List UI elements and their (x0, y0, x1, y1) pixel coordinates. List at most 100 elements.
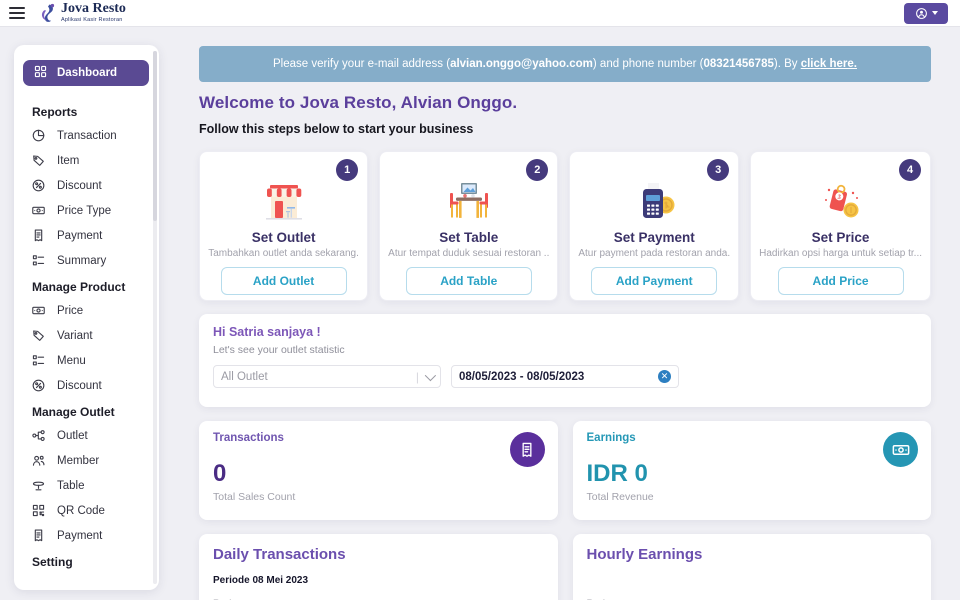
transactions-label: Transactions (213, 432, 284, 444)
table-icon (31, 478, 46, 493)
percent-icon (31, 378, 46, 393)
step-title: Set Outlet (251, 230, 316, 245)
sidebar-item-variant[interactable]: Variant (14, 323, 159, 348)
sidebar-item-qr-code[interactable]: QR Code (14, 498, 159, 523)
banner-text: Please verify your e-mail address ( (273, 58, 451, 70)
sidebar-item-payment[interactable]: Payment (14, 223, 159, 248)
sidebar-item-label: Variant (57, 329, 93, 342)
daily-transactions-card: Daily Transactions Periode 08 Mei 2023 R… (199, 534, 558, 600)
statistic-subtitle: Let's see your outlet statistic (213, 344, 345, 356)
sidebar-item-discount[interactable]: Discount (14, 173, 159, 198)
transactions-value: 0 (213, 460, 227, 487)
earnings-card: Earnings IDR 0 Total Revenue (572, 421, 931, 520)
transactions-caption: Total Sales Count (213, 491, 296, 503)
tag-icon (31, 328, 46, 343)
percent-icon (31, 178, 46, 193)
banknote-icon (31, 203, 46, 218)
statistic-greeting: Hi Satria sanjaya ! (213, 325, 321, 339)
user-circle-icon (915, 7, 927, 19)
step-number-badge: 1 (336, 159, 359, 181)
qr-icon (31, 503, 46, 518)
sidebar-item-outlet[interactable]: Outlet (14, 423, 159, 448)
clear-date-button[interactable]: ✕ (658, 370, 671, 383)
sidebar-item-dashboard[interactable]: Dashboard (23, 60, 149, 86)
verify-click-here-link[interactable]: click here. (800, 58, 857, 70)
welcome-subtitle: Follow this steps below to start your bu… (199, 122, 474, 136)
sidebar-item-menu[interactable]: Menu (14, 348, 159, 373)
sidebar-item-price-type[interactable]: Price Type (14, 198, 159, 223)
sidebar-item-summary[interactable]: Summary (14, 248, 159, 273)
sidebar-item-discount[interactable]: Discount (14, 373, 159, 398)
grid-icon (33, 64, 48, 82)
sidebar-item-transaction[interactable]: Transaction (14, 123, 159, 148)
add-payment-button[interactable]: Add Payment (591, 267, 718, 295)
sidebar-scrollbar-track[interactable] (153, 51, 157, 584)
sidebar-item-price[interactable]: Price (14, 298, 159, 323)
tag-icon (31, 153, 46, 168)
outlet-filter-select[interactable]: All Outlet | (213, 365, 441, 388)
main-content: Please verify your e-mail address (alvia… (199, 46, 931, 600)
hourly-earnings-card: Hourly Earnings Rp 1 (572, 534, 931, 600)
sidebar-item-label: Transaction (57, 129, 117, 142)
sidebar-scrollbar-thumb[interactable] (153, 51, 157, 221)
sidebar-dashboard-label: Dashboard (57, 67, 118, 79)
step-number-badge: 4 (899, 159, 921, 181)
add-table-button[interactable]: Add Table (405, 267, 532, 295)
sidebar-item-label: Member (57, 454, 100, 467)
sidebar-item-item[interactable]: Item (14, 148, 159, 173)
sidebar-item-label: Price Type (57, 204, 112, 217)
step-description: Atur tempat duduk sesuai restoran .. (388, 248, 550, 259)
sidebar-item-table[interactable]: Table (14, 473, 159, 498)
storefront-illustration (200, 178, 367, 224)
hourly-axis-tick: Rp 1 (587, 598, 918, 600)
sidebar-section-header-setting: Setting (32, 555, 73, 569)
banner-phone: 08321456785 (703, 58, 774, 70)
step-title: Set Table (439, 230, 499, 245)
user-menu-button[interactable] (904, 2, 948, 24)
transactions-card: Transactions 0 Total Sales Count (199, 421, 558, 520)
step-number-badge: 3 (707, 159, 730, 181)
outlet-statistic-card: Hi Satria sanjaya ! Let's see your outle… (199, 314, 931, 407)
daily-transactions-title: Daily Transactions (213, 546, 346, 563)
brand-title: Jova Resto (61, 1, 126, 17)
daily-axis-tick: Rp 1 (213, 598, 544, 600)
brand-tagline: Aplikasi Kasir Restoran (61, 17, 123, 24)
hourly-earnings-title: Hourly Earnings (586, 546, 703, 563)
step-description: Atur payment pada restoran anda. (578, 248, 731, 259)
sidebar-item-label: Summary (57, 254, 107, 267)
sidebar-item-label: Payment (57, 229, 103, 242)
step-card-set-outlet: 1 Set Outlet Tambahkan outlet anda sekaran… (199, 151, 369, 301)
edc-terminal-illustration (570, 178, 738, 224)
sidebar-item-member[interactable]: Member (14, 448, 159, 473)
earnings-label: Earnings (586, 432, 636, 444)
chevron-down-icon (931, 11, 938, 15)
sidebar: Dashboard Reports Transaction Item Discount… (14, 45, 159, 590)
jova-note-icon (41, 3, 55, 22)
step-title: Set Payment (613, 230, 695, 245)
summary-icon (31, 253, 46, 268)
banknotes-icon (883, 432, 918, 467)
outlet-filter-value: All Outlet (221, 370, 268, 383)
banknote-icon (31, 303, 46, 318)
hamburger-menu-icon[interactable] (9, 7, 25, 19)
sidebar-item-payment[interactable]: Payment (14, 523, 159, 548)
summary-icon (31, 353, 46, 368)
sidebar-item-label: Item (57, 154, 80, 167)
select-divider: | (415, 369, 419, 384)
sidebar-item-label: Price (57, 304, 84, 317)
receipt-icon (31, 528, 46, 543)
sidebar-item-label: Discount (57, 179, 102, 192)
onboarding-steps: 1 Set Outlet Tambahkan outlet anda sekaran… (199, 151, 931, 301)
step-number-badge: 2 (526, 159, 549, 181)
add-outlet-button[interactable]: Add Outlet (220, 267, 347, 295)
verify-banner: Please verify your e-mail address (alvia… (199, 46, 931, 82)
chevron-down-icon (424, 369, 437, 381)
sidebar-item-label: Discount (57, 379, 102, 392)
sidebar-item-label: QR Code (57, 504, 105, 517)
step-card-set-payment: 3 Set Payment Atur payment pada restoran a… (569, 151, 740, 301)
dining-table-illustration (380, 178, 557, 224)
date-range-input[interactable]: 08/05/2023 - 08/05/2023 ✕ (451, 365, 679, 388)
add-price-button[interactable]: Add Price (777, 267, 904, 295)
sidebar-section-header-manage-outlet: Manage Outlet (32, 405, 115, 419)
